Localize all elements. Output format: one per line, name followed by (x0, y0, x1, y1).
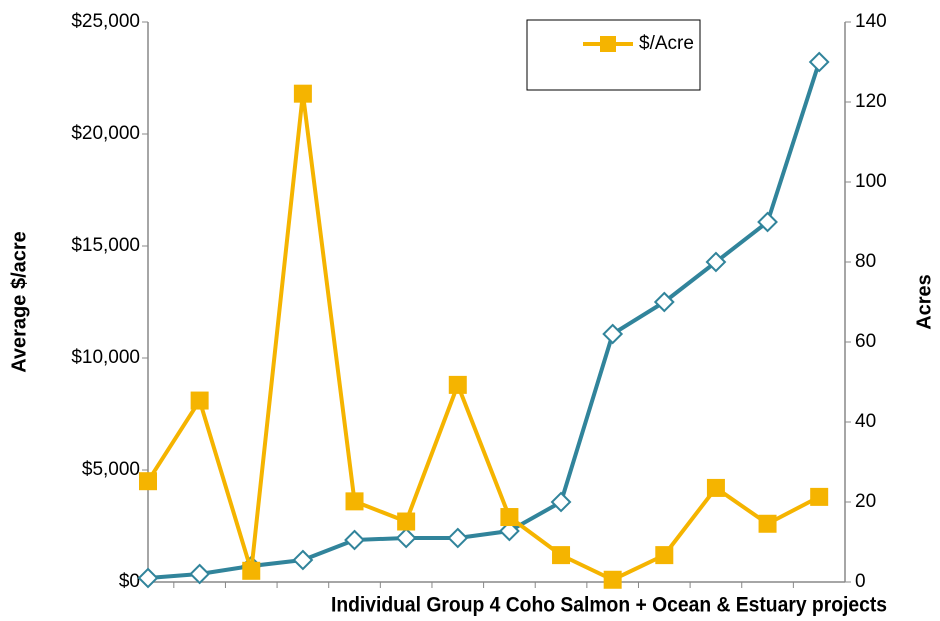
marker (500, 508, 519, 527)
series-line (147, 61, 822, 580)
marker (293, 84, 312, 103)
marker (139, 472, 157, 491)
y2-tick-label: 40 (855, 411, 876, 432)
y2-tick-label: 60 (855, 331, 876, 352)
marker (498, 520, 520, 542)
marker (810, 487, 829, 506)
y-tick-label: $20,000 (71, 123, 140, 144)
y2-tick-label: 140 (855, 11, 887, 32)
y2-tick-label: 0 (855, 571, 866, 592)
marker (603, 570, 622, 589)
y2-tick-label: 20 (855, 491, 876, 512)
marker (706, 478, 725, 497)
marker (808, 51, 830, 73)
marker (757, 211, 778, 233)
marker (395, 527, 417, 549)
marker (602, 323, 624, 345)
legend-label: $/Acre (639, 33, 694, 54)
y2-tick-label: 100 (855, 171, 887, 192)
marker (758, 514, 777, 533)
y2-tick-label: 80 (855, 251, 876, 272)
y-tick-label: $10,000 (71, 347, 140, 368)
marker (292, 549, 314, 571)
y-axis-title: Average $/acre (8, 231, 30, 373)
marker (344, 529, 365, 551)
y2-tick-label: 120 (855, 91, 887, 112)
y-tick-label: $15,000 (71, 235, 140, 256)
marker (552, 546, 571, 565)
marker (448, 375, 467, 394)
marker (345, 492, 364, 511)
legend-box (526, 19, 701, 91)
y-tick-label: $5,000 (82, 459, 140, 480)
y-tick-label: $25,000 (71, 11, 140, 32)
marker (447, 527, 469, 549)
legend-marker (600, 36, 616, 52)
marker (137, 567, 159, 589)
marker (705, 251, 727, 273)
y2-axis-title: Acres (913, 274, 935, 330)
marker (653, 291, 675, 313)
marker (242, 561, 261, 580)
marker (550, 491, 572, 513)
marker (190, 391, 209, 410)
series-line (146, 91, 821, 582)
marker (189, 563, 211, 585)
marker (655, 546, 674, 565)
x-axis-title: Individual Group 4 Coho Salmon + Ocean &… (331, 594, 887, 617)
y-tick-label: $0 (119, 571, 140, 592)
marker (397, 512, 416, 531)
